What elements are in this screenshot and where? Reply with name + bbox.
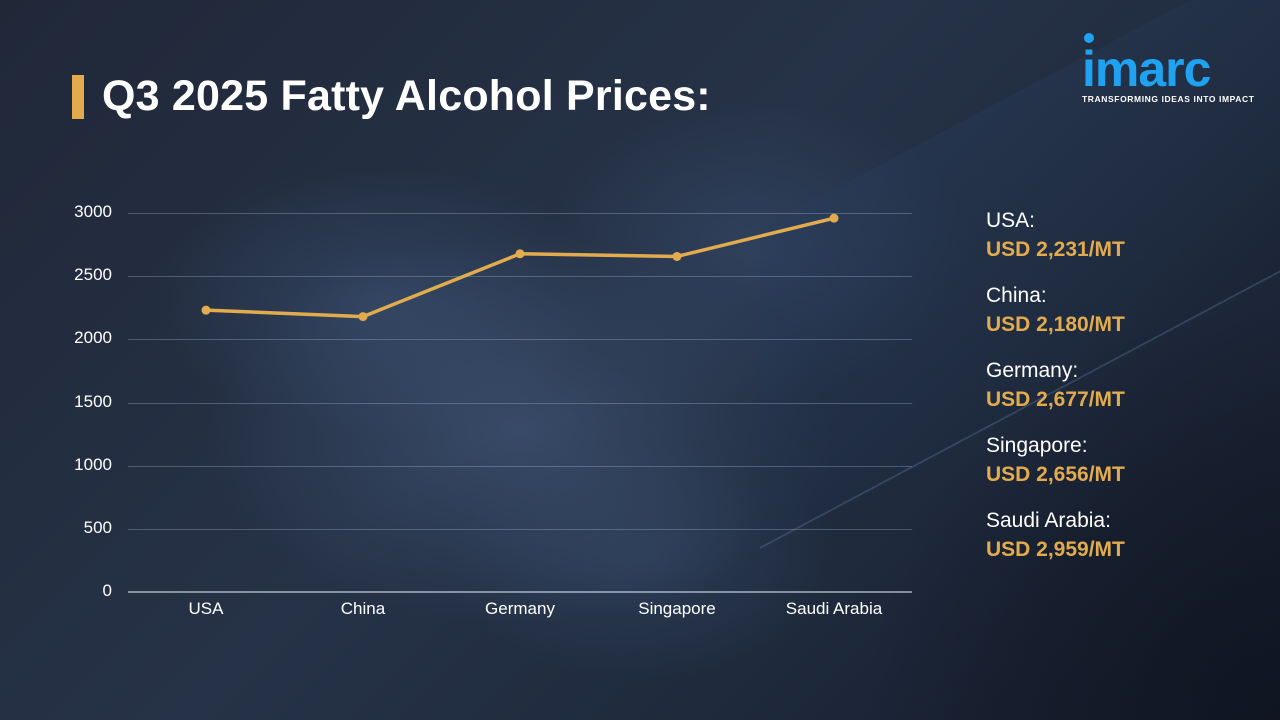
x-tick-label: Saudi Arabia — [785, 599, 883, 618]
price-legend: USA: USD 2,231/MT China: USD 2,180/MT Ge… — [986, 207, 1125, 582]
imarc-logo: imarc TRANSFORMING IDEAS INTO IMPACT — [1082, 30, 1255, 104]
x-tick-label: USA — [188, 599, 224, 618]
y-tick-label: 1500 — [74, 391, 112, 411]
x-tick-label: Singapore — [638, 599, 716, 618]
y-tick-label: 500 — [83, 517, 112, 537]
gridline — [128, 213, 912, 214]
data-point-marker — [201, 305, 211, 315]
legend-price: USD 2,180/MT — [986, 313, 1125, 336]
logo-tagline: TRANSFORMING IDEAS INTO IMPACT — [1082, 94, 1255, 104]
x-axis-line — [128, 591, 912, 593]
legend-item-germany: Germany: USD 2,677/MT — [986, 357, 1125, 415]
line-chart: 0 500 1000 1500 2000 2500 3000 USA China Germany S… — [74, 202, 912, 618]
data-point-marker — [358, 312, 368, 322]
legend-item-singapore: Singapore: USD 2,656/MT — [986, 432, 1125, 490]
gridline — [128, 465, 912, 467]
legend-country: Saudi Arabia: — [986, 509, 1111, 532]
legend-price: USD 2,231/MT — [986, 238, 1125, 261]
title-accent-bar — [72, 74, 84, 119]
logo-wordmark: imarc — [1082, 30, 1252, 94]
x-tick-label: Germany — [485, 599, 555, 618]
logo-dot-icon — [1084, 33, 1094, 43]
legend-item-saudi-arabia: Saudi Arabia: USD 2,959/MT — [986, 507, 1125, 565]
legend-country: Singapore: — [986, 434, 1088, 457]
gridline — [128, 276, 912, 278]
data-point-marker — [672, 251, 682, 261]
price-line — [205, 216, 835, 319]
y-tick-label: 3000 — [74, 202, 112, 221]
legend-price: USD 2,959/MT — [986, 538, 1125, 561]
legend-price: USD 2,677/MT — [986, 388, 1125, 411]
page-title: Q3 2025 Fatty Alcohol Prices: — [102, 72, 711, 120]
legend-item-china: China: USD 2,180/MT — [986, 282, 1125, 340]
gridline — [128, 339, 912, 341]
legend-price: USD 2,656/MT — [986, 463, 1125, 486]
legend-item-usa: USA: USD 2,231/MT — [986, 207, 1125, 265]
legend-country: USA: — [986, 209, 1036, 232]
legend-country: Germany: — [986, 359, 1079, 382]
y-tick-label: 2000 — [74, 328, 112, 348]
legend-country: China: — [986, 284, 1047, 307]
data-point-marker — [829, 213, 839, 223]
y-tick-label: 0 — [102, 581, 112, 600]
gridline — [128, 528, 912, 530]
x-tick-label: China — [340, 599, 386, 618]
chart-plot-area — [201, 213, 839, 322]
y-tick-label: 1000 — [74, 454, 112, 474]
gridline — [128, 402, 912, 404]
data-point-marker — [515, 249, 525, 259]
background-shade — [860, 300, 1280, 720]
y-tick-label: 2500 — [74, 265, 112, 285]
page-header: Q3 2025 Fatty Alcohol Prices: — [72, 72, 711, 121]
